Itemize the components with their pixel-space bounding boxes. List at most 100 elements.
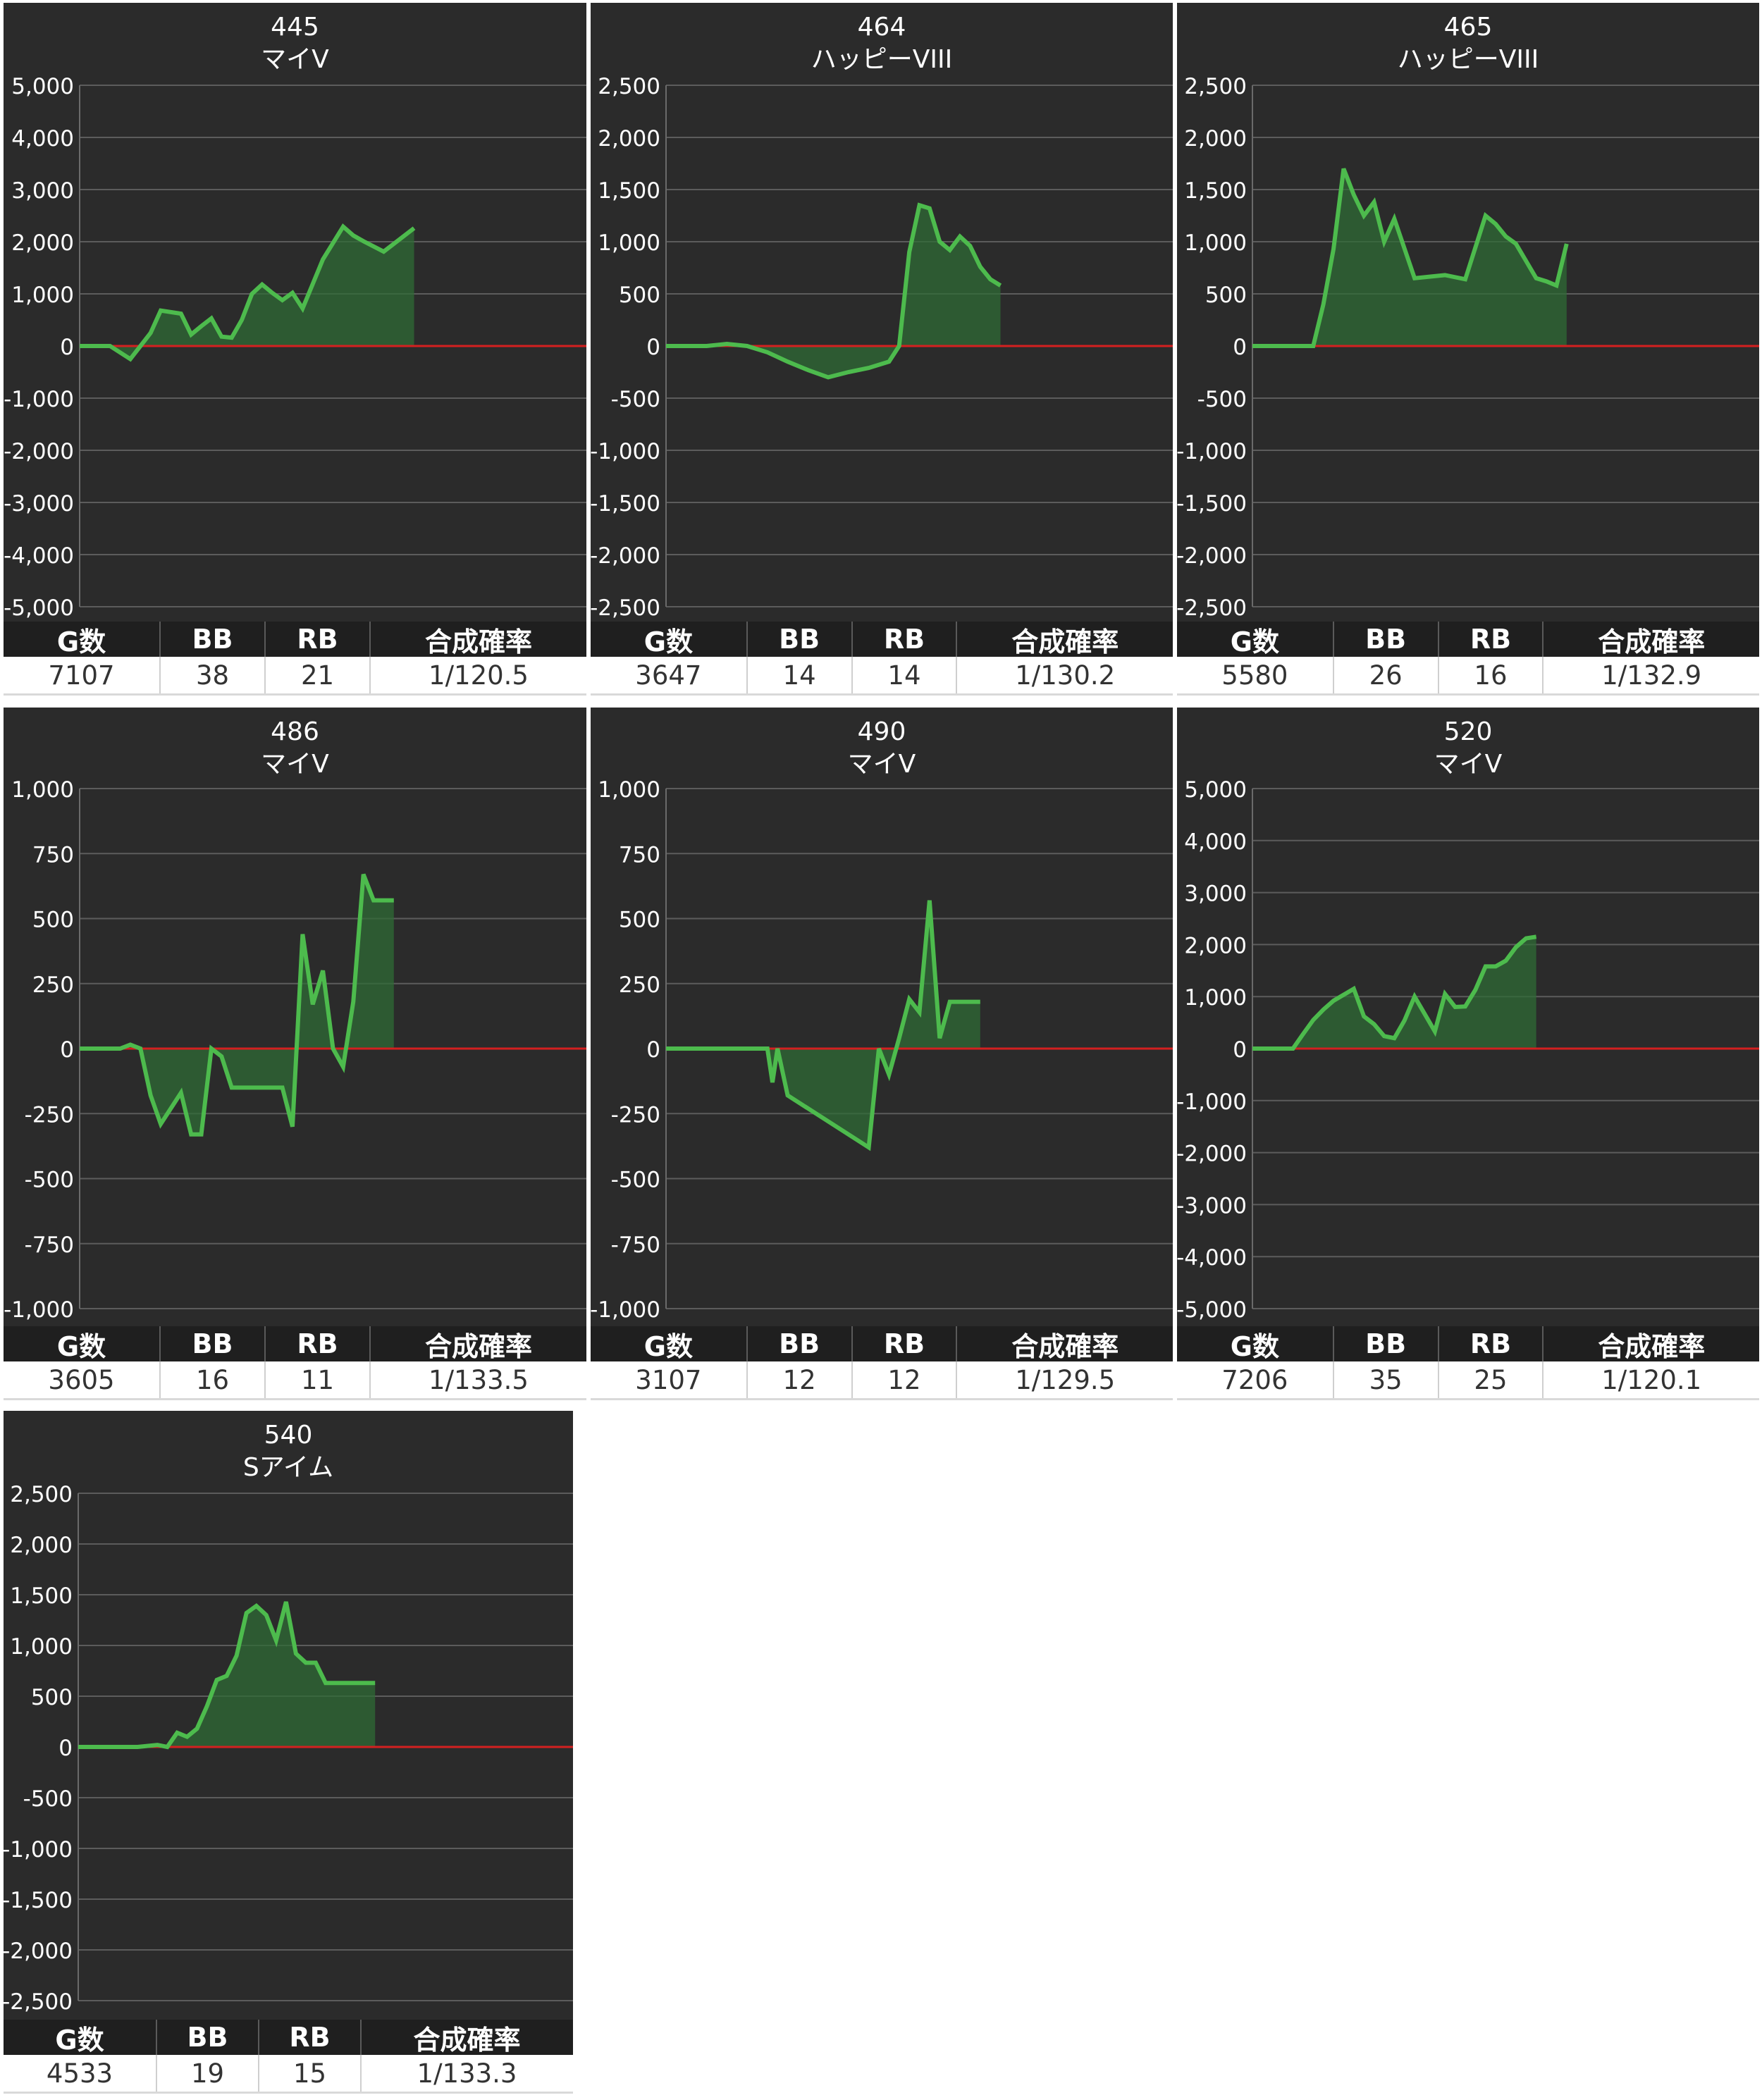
y-tick-label: 500 xyxy=(619,283,660,308)
rate-header: 合成確率 xyxy=(1598,1330,1706,1362)
y-tick-label: -2,000 xyxy=(1177,543,1247,569)
data-point xyxy=(226,1674,228,1677)
data-point xyxy=(352,1001,355,1003)
games-header: G数 xyxy=(4,622,161,657)
data-point xyxy=(139,1047,142,1050)
y-tick-label: -500 xyxy=(23,1786,73,1812)
rate-header: 合成確率 xyxy=(1011,626,1119,657)
data-point xyxy=(1464,1005,1467,1008)
data-point xyxy=(1362,214,1365,217)
games-header: G数 xyxy=(1177,1326,1334,1362)
rate-value: 1/120.1 xyxy=(1601,1364,1702,1395)
data-point xyxy=(180,1092,183,1094)
data-point xyxy=(979,1001,982,1003)
data-point xyxy=(190,333,192,336)
data-point xyxy=(374,1681,376,1684)
y-tick-label: 4,000 xyxy=(11,126,74,152)
data-point xyxy=(281,299,284,302)
data-point xyxy=(918,204,921,206)
data-point xyxy=(78,345,81,347)
bb-value: 16 xyxy=(161,1361,266,1398)
data-point xyxy=(216,1679,218,1681)
data-point xyxy=(255,1605,258,1607)
data-point xyxy=(1413,995,1416,998)
y-tick-label: -500 xyxy=(611,1168,660,1193)
series-line xyxy=(1252,168,1569,348)
y-tick-label: 1,500 xyxy=(1184,178,1247,204)
series-line xyxy=(666,202,1002,380)
chart-title: 464 xyxy=(858,13,906,42)
rate-header: 合成確率 xyxy=(413,2024,521,2056)
data-point xyxy=(1393,217,1396,220)
data-point xyxy=(1454,1006,1457,1008)
rate-header: 合成確率 xyxy=(424,1330,532,1362)
stats-header: G数 BB RB 合成確率 xyxy=(1177,1326,1759,1362)
data-point xyxy=(1393,1037,1396,1039)
data-point xyxy=(766,351,769,354)
data-point xyxy=(149,1094,152,1097)
data-point xyxy=(382,250,385,253)
bb-value: 14 xyxy=(748,657,853,693)
data-point xyxy=(129,1043,132,1046)
y-tick-label: 0 xyxy=(58,1736,73,1761)
chart-subtitle: マイV xyxy=(261,750,329,779)
chart-panel: 486 マイV 1,000 750 500 250 0 -250 -500 -750 -1,000 G… xyxy=(4,708,586,1400)
rb-value: 16 xyxy=(1439,657,1544,693)
series-area-fill xyxy=(1252,937,1536,1049)
bb-header: BB xyxy=(161,622,266,657)
chart-svg: 540 Sアイム 2,500 2,000 1,500 1,000 500 0 -500 -1,00… xyxy=(4,1421,573,2015)
stats-header: G数 BB RB 合成確率 xyxy=(4,2020,573,2056)
y-tick-label: -500 xyxy=(611,387,660,412)
stats-row: 3605 16 11 1/133.5 xyxy=(4,1361,586,1400)
chart-svg: 486 マイV 1,000 750 500 250 0 -250 -500 -750 -1,000 xyxy=(4,717,586,1323)
data-point xyxy=(312,1003,314,1006)
rate-header: 合成確率 xyxy=(1598,626,1706,657)
stats-header: G数 BB RB 合成確率 xyxy=(591,622,1173,657)
y-tick-label: -1,000 xyxy=(4,1297,74,1323)
data-point xyxy=(78,1047,81,1050)
y-tick-label: -1,000 xyxy=(591,439,660,464)
chart-title: 465 xyxy=(1444,13,1493,42)
y-tick-label: -1,000 xyxy=(1177,1089,1247,1115)
data-point xyxy=(1434,1030,1436,1033)
data-point xyxy=(887,1073,890,1076)
rb-value: 12 xyxy=(853,1361,958,1398)
rb-header: RB xyxy=(259,2020,362,2055)
y-tick-label: -4,000 xyxy=(1177,1245,1247,1271)
y-tick-label: 2,500 xyxy=(1184,74,1247,99)
rate-value: 1/129.5 xyxy=(1015,1364,1116,1395)
chart-panel: 464 ハッピーVIII 2,500 2,000 1,500 1,000 500 0 -500 -… xyxy=(591,3,1173,696)
chart-title: 490 xyxy=(858,717,906,746)
data-point xyxy=(1322,1008,1325,1011)
data-point xyxy=(877,1047,880,1050)
data-point xyxy=(332,1047,335,1050)
data-point xyxy=(1443,273,1446,276)
data-point xyxy=(1292,1047,1295,1050)
y-tick-label: -500 xyxy=(1197,387,1247,412)
games-header: G数 xyxy=(4,2020,157,2056)
games-header: G数 xyxy=(1177,622,1334,657)
y-tick-label: 1,000 xyxy=(598,230,660,256)
y-tick-label: 1,500 xyxy=(10,1583,73,1609)
rb-header: RB xyxy=(266,622,371,657)
y-tick-label: -2,000 xyxy=(1177,1142,1247,1167)
data-point xyxy=(1332,999,1335,1002)
data-point xyxy=(1302,1032,1305,1035)
stats-header: G数 BB RB 合成確率 xyxy=(591,1326,1173,1362)
stats-row: 7206 35 25 1/120.1 xyxy=(1177,1361,1759,1400)
data-point xyxy=(1515,242,1517,245)
data-point xyxy=(908,251,911,254)
rb-value: 11 xyxy=(266,1361,371,1398)
data-point xyxy=(1403,1019,1406,1022)
data-point xyxy=(275,1639,278,1642)
chart-title: 540 xyxy=(264,1421,313,1450)
data-point xyxy=(240,319,243,321)
stats-header: G数 BB RB 合成確率 xyxy=(4,622,586,657)
data-point xyxy=(898,1037,901,1039)
data-point xyxy=(281,1086,284,1089)
bb-header: BB xyxy=(161,1326,266,1361)
data-point xyxy=(999,284,1002,287)
y-tick-label: 2,000 xyxy=(11,230,74,256)
games-value: 7206 xyxy=(1177,1361,1334,1398)
bb-header: BB xyxy=(157,2020,259,2055)
